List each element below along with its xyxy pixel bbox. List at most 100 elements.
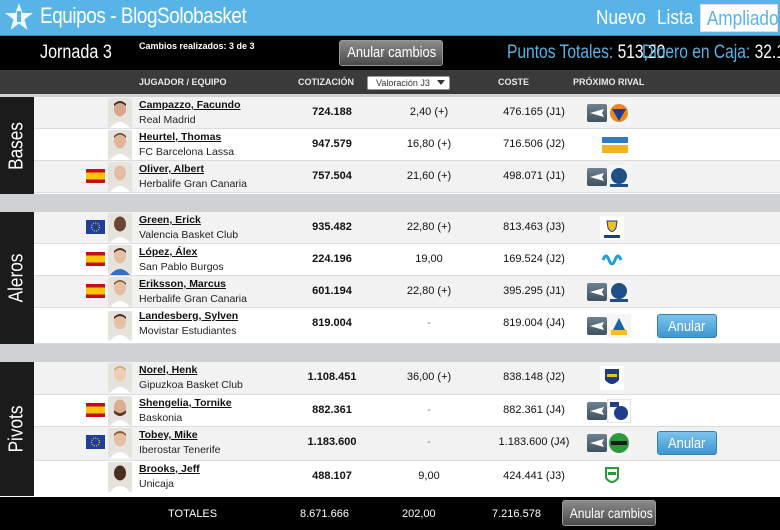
group-bases: Bases Campazzo, Facundo Real Madrid 724.… [0, 97, 780, 194]
rival-logo-icon [600, 133, 630, 157]
player-name-link[interactable]: Oliver, Albert [139, 163, 204, 175]
player-cotizacion: 1.108.451 [307, 371, 357, 383]
group-label-text: Bases [5, 121, 28, 170]
player-coste: 838.148 (J2) [503, 371, 565, 383]
player-team: Real Madrid [139, 114, 196, 126]
player-team: Valencia Basket Club [139, 229, 239, 241]
player-cotizacion: 601.194 [312, 285, 352, 297]
player-photo [108, 428, 132, 458]
table-row: Green, Erick Valencia Basket Club 935.48… [34, 212, 780, 244]
dinero-en-caja: Dinero en Caja: 32.140 [642, 42, 780, 64]
player-photo [108, 213, 132, 243]
player-team: Herbalife Gran Canaria [139, 293, 247, 305]
group-label-text: Pivots [5, 405, 28, 453]
anular-button[interactable]: Anular [657, 314, 717, 338]
tab-lista[interactable]: Lista [652, 4, 698, 32]
rival-logo-icon [600, 366, 624, 390]
player-coste: 882.361 (J4) [503, 404, 565, 416]
anular-cambios-bottom-label: Anular cambios [569, 505, 653, 521]
table-row: Oliver, Albert Herbalife Gran Canaria 75… [34, 161, 780, 193]
player-photo [108, 130, 132, 160]
player-coste: 395.295 (J1) [503, 285, 565, 297]
player-valoracion: - [427, 404, 431, 416]
player-name-link[interactable]: Heurtel, Thomas [139, 131, 222, 143]
player-name-link[interactable]: Eriksson, Marcus [139, 278, 226, 290]
player-cotizacion: 224.196 [312, 253, 352, 265]
rival-logo-icon [600, 248, 624, 272]
separator [0, 194, 780, 212]
player-photo [108, 277, 132, 307]
airplane-icon [587, 283, 607, 301]
anular-button[interactable]: Anular [657, 431, 717, 455]
spain-flag-icon [86, 403, 105, 417]
player-name-link[interactable]: Landesberg, Sylven [139, 310, 239, 322]
player-team: Movistar Estudiantes [139, 325, 237, 337]
group-label: Aleros [0, 212, 34, 344]
player-team: Gipuzkoa Basket Club [139, 379, 243, 391]
player-coste: 476.165 (J1) [503, 106, 565, 118]
player-name-link[interactable]: López, Álex [139, 246, 198, 258]
anular-cambios-bottom-button[interactable]: Anular cambios [562, 500, 656, 526]
rival-logo-icon [607, 280, 631, 304]
table-row: Eriksson, Marcus Herbalife Gran Canaria … [34, 276, 780, 308]
player-name-link[interactable]: Norel, Henk [139, 364, 198, 376]
jornada-label: Jornada 3 [40, 42, 112, 63]
player-team: Unicaja [139, 478, 175, 490]
rival-logo-icon [607, 101, 631, 125]
airplane-icon [587, 402, 607, 420]
group-label: Bases [0, 97, 34, 194]
totals-cotizacion: 8.671.666 [300, 508, 349, 520]
airplane-icon [587, 317, 607, 335]
top-bar: Equipos - BlogSolobasket Nuevo Lista Amp… [0, 0, 780, 36]
table-row: Shengelia, Tornike Baskonia 882.361 - 88… [34, 395, 780, 427]
tab-nuevo-label: Nuevo [596, 7, 646, 29]
totals-bar: TOTALES 8.671.666 202,00 7.216.578 Anula… [0, 497, 780, 530]
player-photo [108, 363, 132, 393]
column-headers: JUGADOR / EQUIPO COTIZACIÓN Valoración J… [0, 70, 780, 94]
group-label: Pivots [0, 362, 34, 496]
table-row: Campazzo, Facundo Real Madrid 724.188 2,… [34, 97, 780, 129]
player-name-link[interactable]: Brooks, Jeff [139, 463, 200, 475]
player-coste: 813.463 (J3) [503, 221, 565, 233]
player-team: San Pablo Burgos [139, 261, 224, 273]
player-name-link[interactable]: Tobey, Mike [139, 429, 198, 441]
puntos-value: 513,20 [617, 42, 666, 63]
player-valoracion: 22,80 (+) [406, 221, 452, 233]
table-row: López, Álex San Pablo Burgos 224.196 19,… [34, 244, 780, 276]
player-cotizacion: 757.504 [312, 170, 352, 182]
table-row: Landesberg, Sylven Movistar Estudiantes … [34, 308, 780, 344]
player-team: Herbalife Gran Canaria [139, 178, 247, 190]
player-photo [108, 462, 132, 492]
star-logo-icon [5, 3, 33, 30]
player-coste: 498.071 (J1) [503, 170, 565, 182]
player-name-link[interactable]: Campazzo, Facundo [139, 99, 241, 111]
rival-logo-icon [600, 216, 624, 240]
info-bar: Jornada 3 Cambios realizados: 3 de 3 Anu… [0, 36, 780, 70]
player-team: Iberostar Tenerife [139, 444, 221, 456]
airplane-icon [587, 434, 607, 452]
tab-ampliado[interactable]: Ampliado [700, 4, 779, 32]
tab-ampliado-label: Ampliado [706, 8, 779, 30]
cambios-realizados: Cambios realizados: 3 de 3 [139, 41, 255, 51]
col-proximo-rival: PRÓXIMO RIVAL [573, 77, 645, 87]
app-title: Equipos - BlogSolobasket [40, 3, 247, 28]
tab-nuevo[interactable]: Nuevo [592, 4, 646, 32]
player-photo [108, 311, 132, 341]
group-aleros: Aleros Green, Erick Valencia Basket Club… [0, 212, 780, 344]
player-cotizacion: 935.482 [312, 221, 352, 233]
player-valoracion: - [427, 317, 431, 329]
player-coste: 716.506 (J2) [503, 138, 565, 150]
anular-cambios-button[interactable]: Anular cambios [339, 40, 443, 66]
rival-logo-icon [607, 314, 631, 338]
caja-label: Dinero en Caja: [642, 42, 751, 63]
table-row: Brooks, Jeff Unicaja 488.107 9,00 424.44… [34, 461, 780, 496]
valoracion-select[interactable]: Valoración J3 [367, 76, 450, 90]
player-name-link[interactable]: Green, Erick [139, 214, 201, 226]
spain-flag-icon [86, 169, 105, 183]
caja-value: 32.140 [754, 42, 780, 63]
totals-valoracion: 202,00 [402, 508, 436, 520]
player-cotizacion: 1.183.600 [307, 436, 357, 448]
player-cotizacion: 947.579 [312, 138, 352, 150]
player-name-link[interactable]: Shengelia, Tornike [139, 397, 232, 409]
